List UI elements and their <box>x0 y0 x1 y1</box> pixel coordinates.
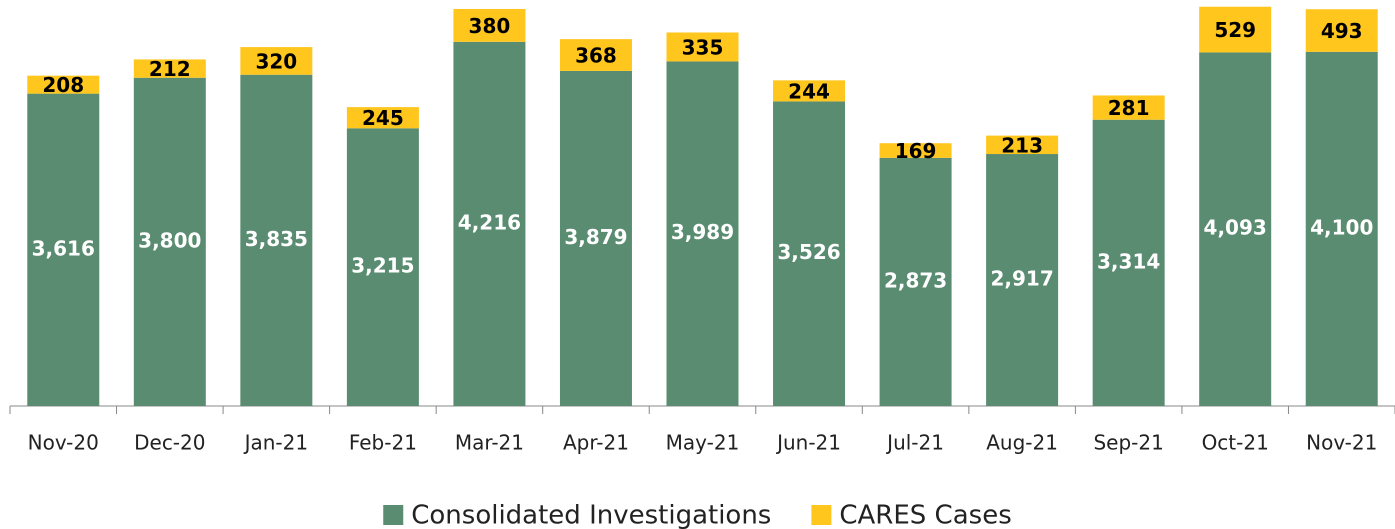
x-tick-label: Dec-20 <box>134 431 205 455</box>
x-tick-label: Jan-21 <box>243 431 309 455</box>
data-label: 169 <box>895 139 937 163</box>
data-label: 493 <box>1321 19 1363 43</box>
data-label: 244 <box>788 79 830 103</box>
bar-segment <box>773 80 846 102</box>
x-tick-label: Nov-20 <box>28 431 99 455</box>
bar-segment <box>879 157 952 406</box>
bar-segment <box>559 39 632 71</box>
legend-label: Consolidated Investigations <box>411 501 771 529</box>
bar-segment <box>453 41 526 407</box>
bar-segment <box>773 101 846 406</box>
data-label: 335 <box>682 35 724 59</box>
bar-segment <box>1092 119 1165 406</box>
bar-segment <box>27 75 100 94</box>
data-label: 4,216 <box>458 210 521 234</box>
bar-segment <box>1092 95 1165 120</box>
data-label: 3,989 <box>671 220 734 244</box>
data-label: 4,100 <box>1310 215 1373 239</box>
bar-segment <box>986 154 1059 406</box>
bar-segment <box>453 8 526 42</box>
x-tick-label: Jun-21 <box>775 431 841 455</box>
data-label: 4,093 <box>1204 216 1267 240</box>
bar-segment <box>1199 52 1272 406</box>
bar-segment <box>1305 51 1378 407</box>
bar-segment <box>240 47 313 75</box>
data-label: 2,917 <box>990 267 1053 291</box>
data-label: 212 <box>149 57 191 81</box>
x-tick-label: Sep-21 <box>1093 431 1163 455</box>
data-label: 3,800 <box>138 228 201 252</box>
data-label: 3,314 <box>1097 249 1160 273</box>
bar-segment <box>879 143 952 158</box>
data-label: 368 <box>575 44 617 68</box>
legend-label: CARES Cases <box>839 501 1011 529</box>
data-label: 3,879 <box>564 225 627 249</box>
x-tick-label: May-21 <box>666 431 740 455</box>
data-label: 380 <box>469 14 511 38</box>
x-tick-label: Nov-21 <box>1306 431 1377 455</box>
data-label: 3,526 <box>777 240 840 264</box>
data-label: 3,215 <box>351 254 414 278</box>
data-label: 529 <box>1214 18 1256 42</box>
data-label: 213 <box>1001 133 1043 157</box>
x-tick-label: Oct-21 <box>1202 431 1269 455</box>
x-tick-label: Mar-21 <box>455 431 524 455</box>
bar-segment <box>559 70 632 407</box>
data-label: 245 <box>362 106 404 130</box>
legend-swatch <box>811 505 832 525</box>
legend-swatch <box>383 505 404 525</box>
bar-segment <box>986 135 1059 155</box>
bar-segment <box>346 128 419 406</box>
bar-segment <box>1305 9 1378 52</box>
x-tick-label: Apr-21 <box>563 431 629 455</box>
bar-segment <box>27 93 100 406</box>
data-label: 3,616 <box>32 236 95 260</box>
bar-segment <box>666 61 739 406</box>
x-tick-label: Feb-21 <box>349 431 417 455</box>
data-label: 281 <box>1108 96 1150 120</box>
data-label: 320 <box>255 49 297 73</box>
x-tick-label: Aug-21 <box>986 431 1058 455</box>
bar-segment <box>133 77 206 406</box>
data-label: 2,873 <box>884 268 947 292</box>
bar-segment <box>1199 6 1272 53</box>
bar-segment <box>133 59 206 78</box>
bar-segment <box>346 107 419 129</box>
bar-segment <box>666 32 739 62</box>
x-tick-label: Jul-21 <box>885 431 944 455</box>
data-label: 208 <box>42 73 84 97</box>
bar-segment <box>240 74 313 406</box>
data-label: 3,835 <box>245 227 308 251</box>
